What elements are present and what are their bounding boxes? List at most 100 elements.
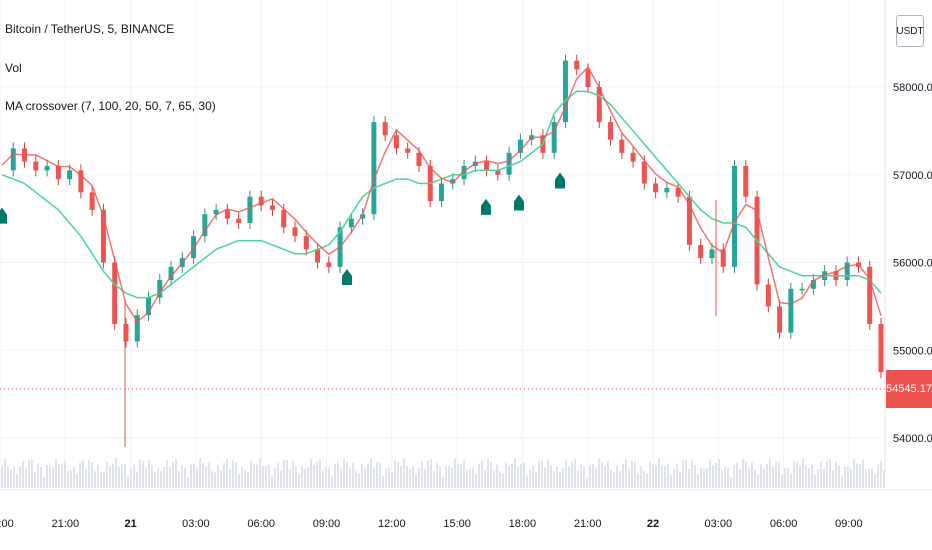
volume-bar [502,473,504,488]
volume-bar [64,460,66,488]
volume-bar [1,465,3,488]
volume-bar [91,462,93,488]
candle [213,209,219,215]
volume-bar [475,473,477,488]
volume-bar [457,463,459,488]
volume-bar [829,459,831,488]
volume-bar [736,462,738,488]
volume-bar [604,466,606,488]
candle [281,209,287,228]
volume-bar [844,466,846,488]
candle [574,60,580,70]
volume-bar [817,469,819,488]
volume-bar [529,469,531,488]
volume-bar [835,462,837,488]
volume-bar [859,464,861,488]
volume-bar [814,475,816,488]
candle [247,196,253,224]
volume-bar [157,467,159,488]
volume-bar [22,460,24,488]
candle [146,297,151,316]
time-tick-label: 15:00 [443,518,471,530]
volume-bar [598,458,600,488]
volume-bar [250,461,252,488]
volume-bar [151,466,153,488]
volume-bar [355,471,357,488]
volume-bar [160,471,162,488]
candle [562,60,568,123]
candle [675,187,681,197]
volume-bar [877,464,879,488]
volume-bar [613,471,615,488]
volume-bar [238,473,240,488]
volume-bar [430,459,432,488]
volume-bar [358,473,360,488]
time-tick-label: 06:00 [770,518,798,530]
volume-bar [406,465,408,488]
volume-bar [709,459,711,488]
candle [258,196,264,206]
candle [315,249,321,263]
legend-indicator: MA crossover (7, 100, 20, 50, 7, 65, 30) [5,99,216,113]
volume-bar [142,460,144,488]
candle [799,288,805,291]
volume-bar [553,471,555,488]
candle [10,148,16,171]
candle [269,205,275,210]
volume-bar [871,468,873,488]
candle [484,161,490,171]
volume-bar [382,475,384,488]
volume-bar [373,467,375,488]
volume-bar [301,466,303,488]
volume-bar [439,466,441,488]
candle [67,170,73,180]
volume-bar [118,467,120,488]
volume-bar [805,464,807,488]
volume-bar [583,466,585,488]
volume-bar [289,469,291,488]
volume-bar [337,461,339,488]
candle [810,280,816,289]
volume-bar [766,464,768,488]
volume-bar [544,467,546,488]
volume-bar [682,460,684,488]
time-tick-label: 09:00 [313,518,341,530]
volume-bar [499,471,501,488]
volume-bar [409,468,411,488]
volume-bar [802,458,804,488]
volume-bar [577,470,579,488]
volume-bar [751,462,753,488]
volume-bar [469,469,471,488]
last-price-label: 54545.17 [886,370,932,408]
volume-bar [481,460,483,488]
volume-bar [856,463,858,488]
volume-bar [88,459,90,488]
volume-bar [163,466,165,488]
volume-bar [175,459,177,488]
volume-bar [586,478,588,488]
legend-symbol: Bitcoin / TetherUS, 5, BINANCE [5,22,175,36]
volume-bar [514,458,516,488]
candle [360,214,366,219]
volume-bar [166,459,168,488]
volume-bar [466,470,468,488]
volume-bar [667,463,669,488]
volume-bar [436,462,438,488]
volume-bar [328,468,330,488]
candle [720,249,726,267]
volume-bar [79,462,81,488]
volume-bar [643,470,645,488]
candle [653,183,659,193]
volume-bar [601,462,603,488]
volume-bar [307,467,309,488]
volume-bar [319,459,321,488]
volume-bar [826,461,828,488]
volume-bar [31,459,33,488]
time-tick-label: 18:00 [0,518,14,530]
volume-bar [595,468,597,488]
candle [641,161,647,184]
volume-bar [739,469,741,488]
volume-bar [763,468,765,488]
currency-button[interactable]: USDT [896,15,924,47]
